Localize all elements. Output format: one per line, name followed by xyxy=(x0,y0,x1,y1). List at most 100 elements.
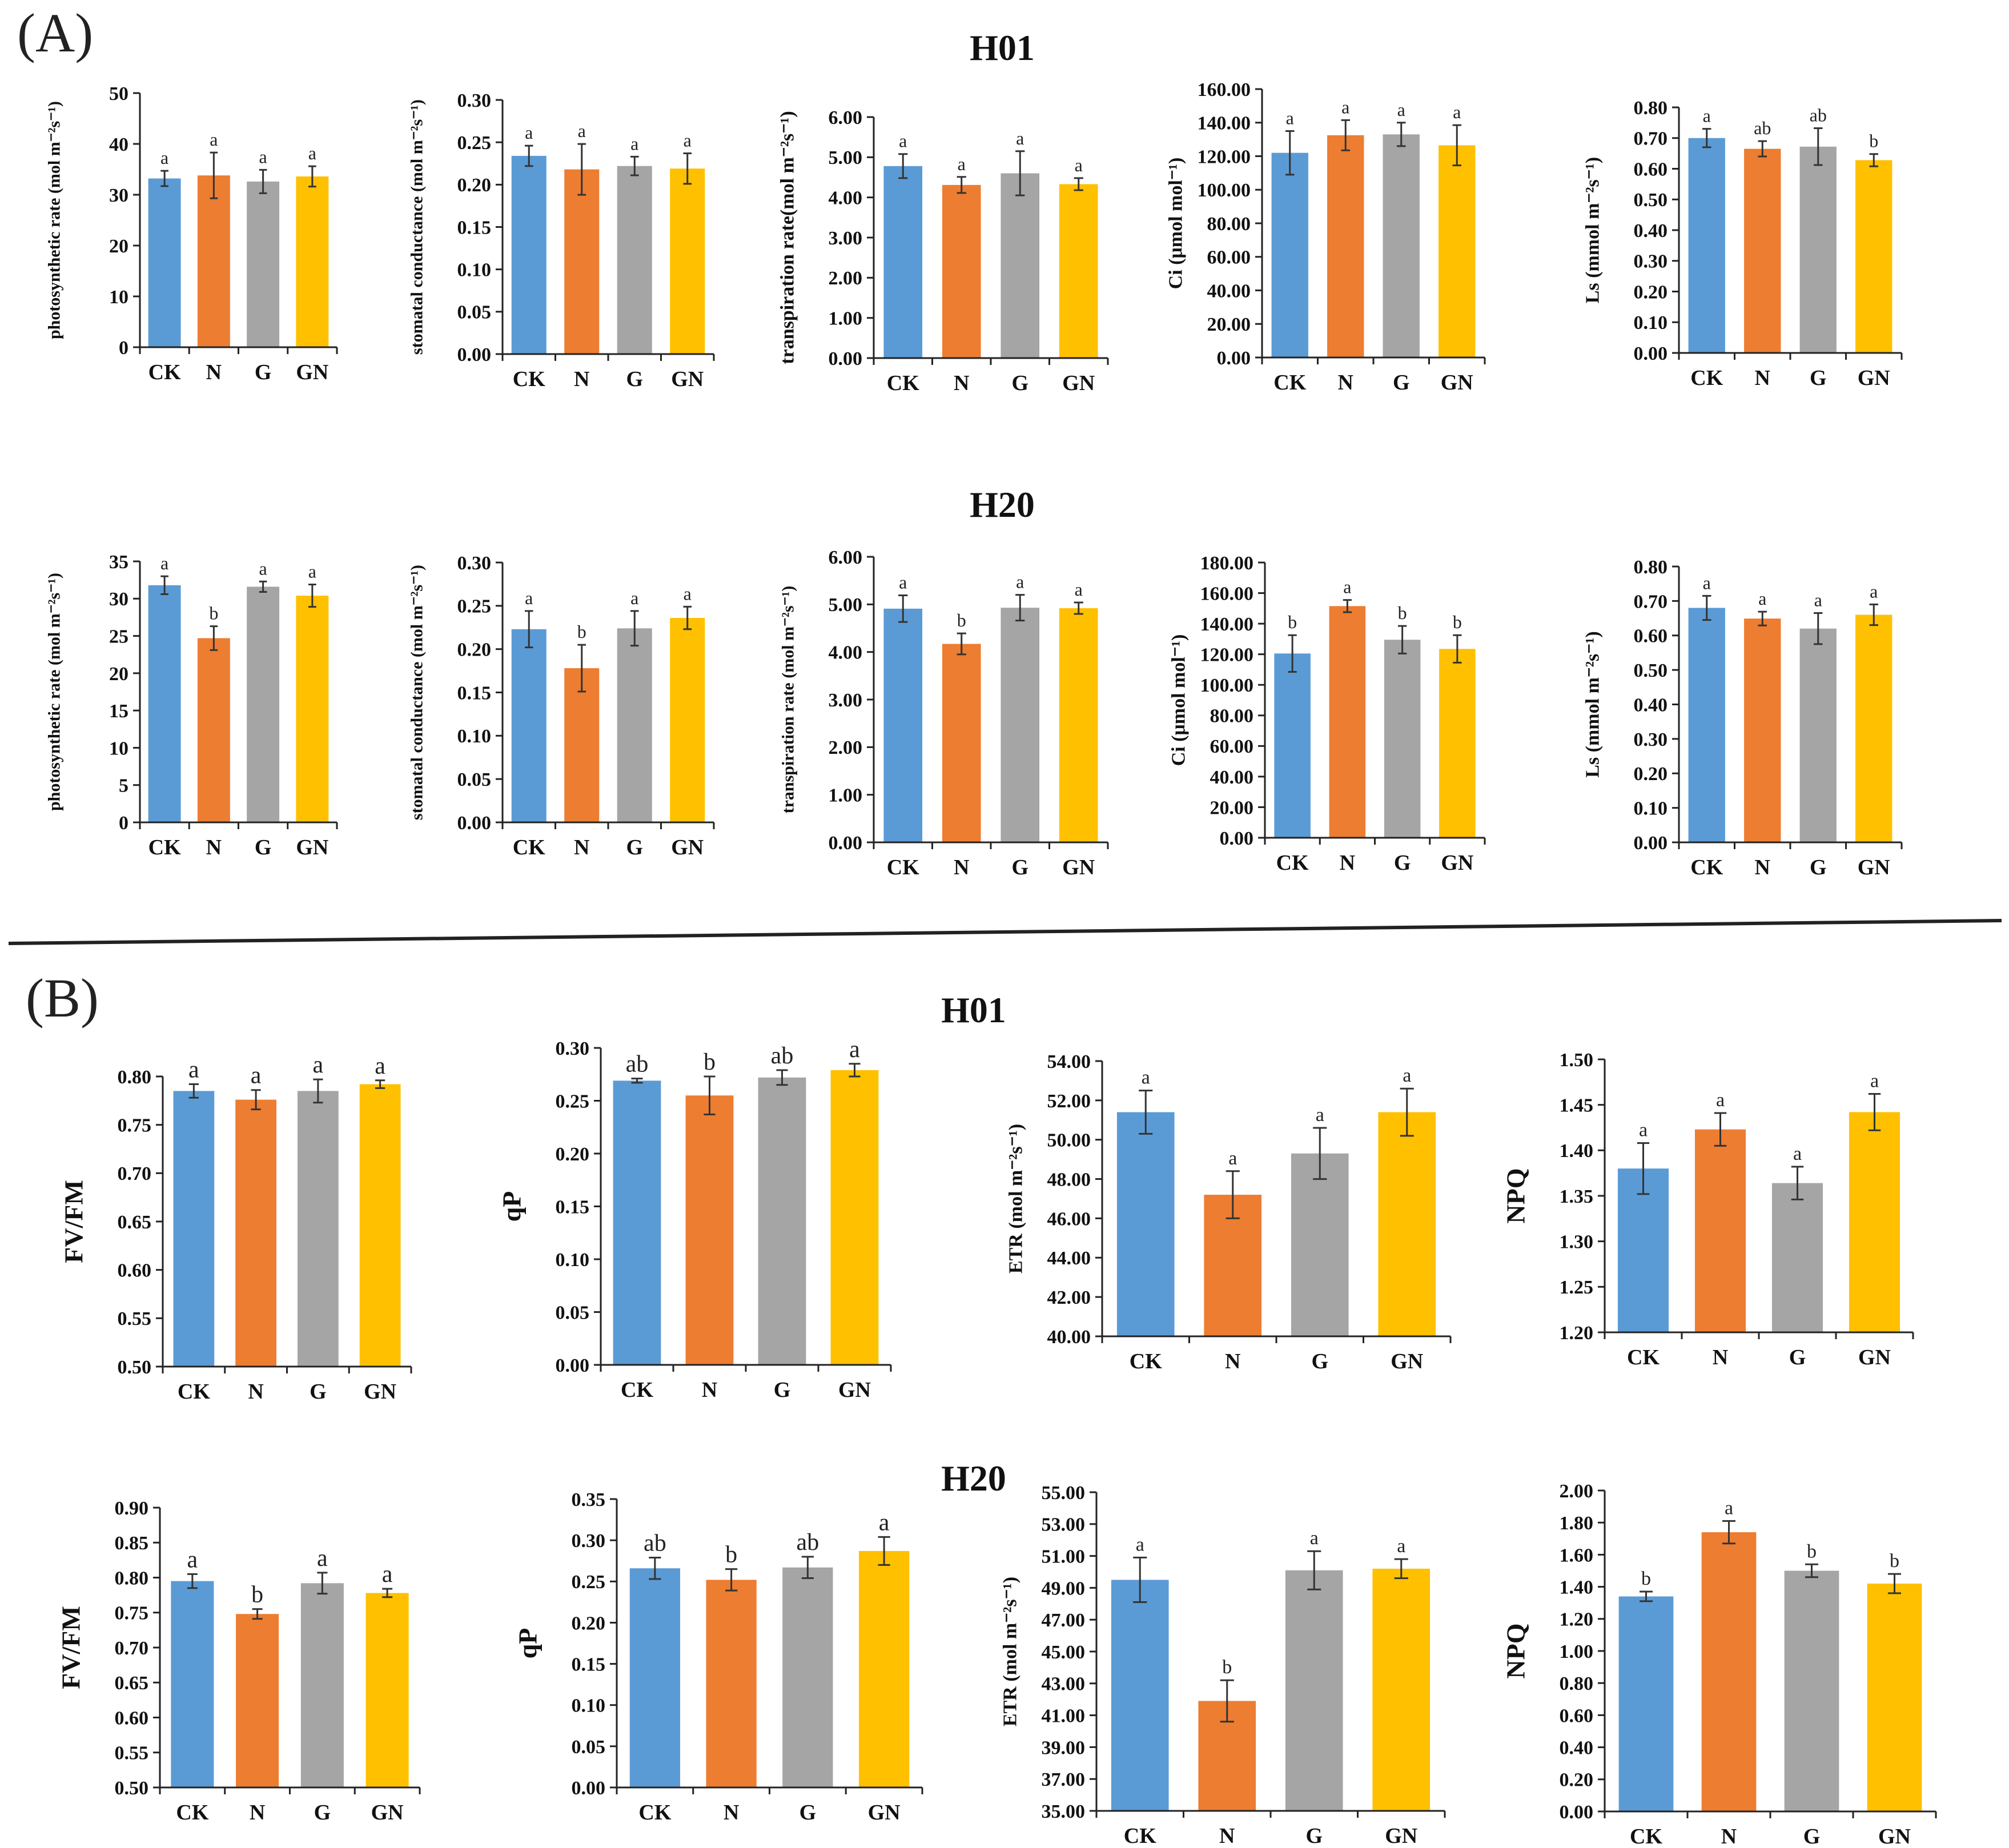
x-category-label: G xyxy=(626,367,643,391)
bar-gn xyxy=(830,1070,879,1365)
y-tick-label: 0.60 xyxy=(1634,626,1668,647)
y-axis-label: Ls (mmol m⁻²s⁻¹) xyxy=(1582,631,1604,777)
significance-letter: b xyxy=(251,1582,263,1608)
x-category-label: G xyxy=(1311,1349,1328,1373)
y-tick-label: 0.20 xyxy=(457,640,492,661)
y-tick-label: 39.00 xyxy=(1042,1737,1086,1758)
y-tick-label: 160.00 xyxy=(1200,583,1254,604)
bar-gn xyxy=(1378,1112,1436,1336)
error-bar xyxy=(259,168,267,194)
y-tick-label: 1.80 xyxy=(1560,1513,1594,1534)
significance-letter: a xyxy=(1716,1090,1725,1111)
y-tick-label: 1.20 xyxy=(1560,1323,1594,1344)
error-bar xyxy=(308,583,316,608)
y-tick-label: 3.00 xyxy=(829,228,863,249)
error-bar xyxy=(1015,150,1025,196)
significance-letter: a xyxy=(308,561,316,581)
x-category-label: GN xyxy=(1391,1349,1423,1373)
bar-ck xyxy=(883,608,923,842)
x-category-label: CK xyxy=(1273,371,1306,395)
y-axis-label: photosynthetic rate (mol m⁻²s⁻¹) xyxy=(45,573,64,811)
x-category-label: N xyxy=(206,360,222,384)
x-category-label: G xyxy=(255,360,272,384)
chart-1: 0 10 20 30 40 50 a CK a Na Ga GN photosynthetic rate… xyxy=(45,83,338,384)
y-tick-label: 20 xyxy=(109,236,128,257)
y-tick-label: 0.20 xyxy=(1634,282,1668,303)
x-category-label: G xyxy=(314,1801,331,1825)
y-tick-label: 1.40 xyxy=(1560,1577,1594,1598)
y-tick-label: 2.00 xyxy=(1560,1481,1594,1502)
error-bar xyxy=(524,144,533,167)
chart-2: 0.00 0.05 0.10 0.15 0.20 0.25 0.30 a CK a Na Ga GN st… xyxy=(408,90,715,391)
x-category-label: GN xyxy=(296,835,328,859)
y-tick-label: 0.00 xyxy=(457,344,492,365)
significance-letter: a xyxy=(1310,1528,1319,1549)
y-tick-label: 10 xyxy=(109,287,128,308)
y-tick-label: 6.00 xyxy=(829,107,863,128)
error-bar xyxy=(957,632,966,656)
significance-letter: a xyxy=(251,1063,262,1089)
significance-letter: b xyxy=(1869,131,1878,151)
bar-g xyxy=(247,181,280,347)
y-tick-label: 100.00 xyxy=(1198,180,1251,201)
error-bar xyxy=(776,1069,788,1086)
y-tick-label: 35.00 xyxy=(1042,1801,1086,1822)
bar-ck xyxy=(511,155,547,354)
x-category-label: CK xyxy=(1124,1824,1156,1848)
significance-letter: a xyxy=(958,154,966,174)
y-tick-label: 0.80 xyxy=(1634,98,1668,119)
x-category-label: N xyxy=(1755,855,1770,879)
x-category-label: GN xyxy=(364,1380,396,1404)
y-tick-label: 4.00 xyxy=(829,188,863,209)
error-bar xyxy=(898,594,908,623)
significance-letter: a xyxy=(1703,106,1711,126)
y-tick-label: 0.30 xyxy=(572,1530,606,1552)
chart-9: 0.00 20.00 40.00 60.00 80.00 100.00 120.00 140.… xyxy=(1168,553,1486,875)
significance-letter: a xyxy=(1397,99,1405,120)
x-category-label: GN xyxy=(671,367,704,391)
y-tick-label: 0.65 xyxy=(118,1212,152,1233)
y-tick-label: 0.60 xyxy=(1560,1705,1594,1726)
bar-n xyxy=(1701,1532,1757,1811)
y-tick-label: 41.00 xyxy=(1042,1706,1086,1727)
y-axis-label: transpiration rate (mol m⁻²s⁻¹) xyxy=(779,586,798,814)
bar-ck xyxy=(1618,1596,1674,1811)
y-tick-label: 15 xyxy=(109,701,128,722)
error-bar xyxy=(187,1573,198,1589)
y-tick-label: 20.00 xyxy=(1207,314,1251,335)
significance-letter: a xyxy=(1016,128,1024,148)
y-tick-label: 30 xyxy=(109,185,128,206)
y-tick-label: 0.00 xyxy=(572,1778,606,1799)
bar-g xyxy=(300,1583,344,1787)
error-bar xyxy=(1285,130,1295,176)
bar-ck xyxy=(148,585,181,822)
y-tick-label: 0.35 xyxy=(572,1489,606,1510)
x-category-label: GN xyxy=(1878,1825,1911,1848)
y-tick-label: 0.30 xyxy=(457,90,492,111)
y-tick-label: 0.00 xyxy=(457,813,492,834)
x-category-label: G xyxy=(1789,1345,1806,1369)
significance-letter: a xyxy=(317,1545,328,1572)
bar-n xyxy=(197,175,230,347)
error-bar xyxy=(1226,1170,1240,1219)
x-category-label: CK xyxy=(148,835,181,859)
bar-g xyxy=(1799,146,1837,353)
x-category-label: N xyxy=(954,371,969,395)
y-tick-label: 0.80 xyxy=(118,1067,152,1088)
significance-letter: ab xyxy=(1754,118,1771,138)
error-bar xyxy=(957,176,966,194)
y-tick-label: 0.10 xyxy=(457,260,492,281)
bar-gn xyxy=(1849,1112,1900,1332)
y-tick-label: 0.50 xyxy=(115,1778,149,1799)
y-axis-label: stomatal conductance (mol m⁻²s⁻¹) xyxy=(408,99,427,355)
error-bar xyxy=(630,610,639,647)
y-axis-label: Ci (μmol mol⁻¹) xyxy=(1166,158,1187,290)
y-tick-label: 50.00 xyxy=(1047,1130,1091,1151)
x-category-label: CK xyxy=(621,1378,653,1402)
bar-ck xyxy=(883,166,923,358)
bar-ck xyxy=(1688,138,1725,353)
significance-letter: a xyxy=(1136,1534,1144,1555)
significance-letter: b xyxy=(1807,1541,1817,1562)
y-tick-label: 5.00 xyxy=(829,147,863,168)
error-bar xyxy=(308,165,316,188)
